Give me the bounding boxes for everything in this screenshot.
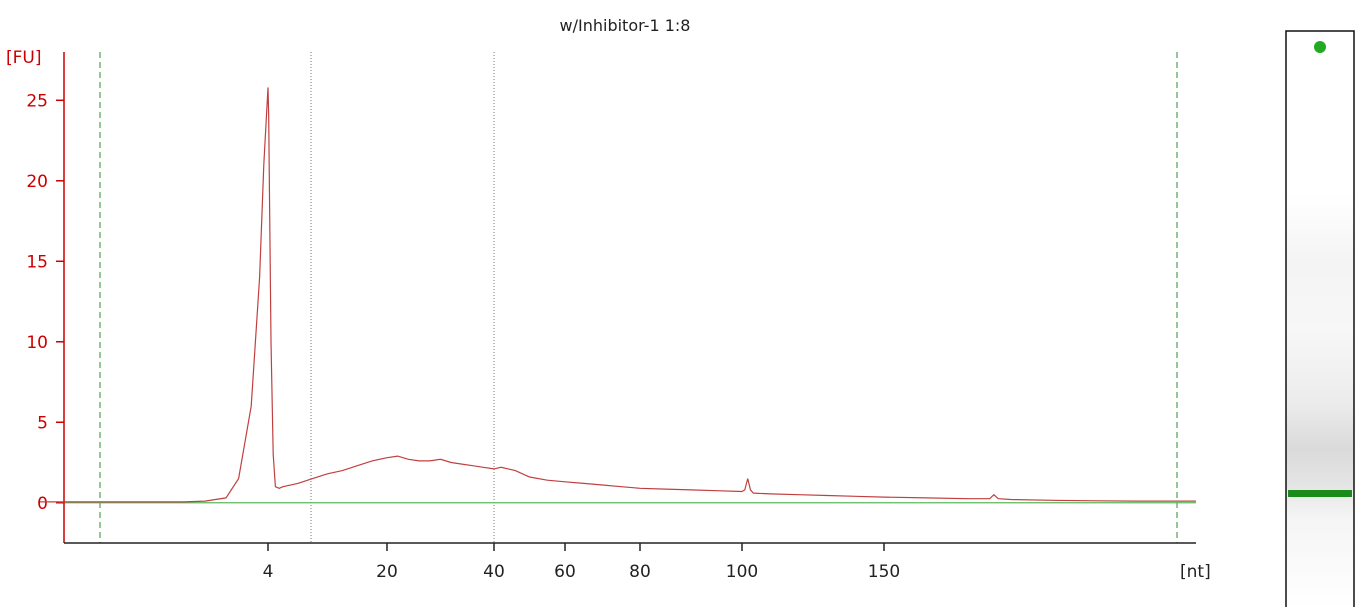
y-tick-label: 5 bbox=[37, 413, 48, 433]
x-tick-label: 80 bbox=[629, 562, 651, 582]
gel-top-marker bbox=[1314, 41, 1326, 53]
x-tick-label: 20 bbox=[376, 562, 398, 582]
gel-lane bbox=[1285, 30, 1355, 607]
x-tick-label: 100 bbox=[726, 562, 758, 582]
gel-marker-band bbox=[1288, 490, 1352, 497]
y-axis-label: [FU] bbox=[6, 48, 42, 68]
x-ticks: 4 20 40 60 80 100 150 bbox=[263, 543, 900, 582]
x-axis-label: [nt] bbox=[1180, 562, 1211, 582]
x-tick-label: 150 bbox=[868, 562, 900, 582]
series-trace bbox=[40, 87, 1196, 503]
y-tick-label: 25 bbox=[26, 91, 48, 111]
gel-lane-frame bbox=[1285, 30, 1355, 607]
y-tick-label: 10 bbox=[26, 333, 48, 353]
x-tick-label: 40 bbox=[483, 562, 505, 582]
x-tick-label: 4 bbox=[263, 562, 274, 582]
y-tick-label: 20 bbox=[26, 172, 48, 192]
y-ticks: 0 5 10 15 20 25 bbox=[26, 91, 64, 514]
y-tick-label: 0 bbox=[37, 494, 48, 514]
y-tick-label: 15 bbox=[26, 252, 48, 272]
x-tick-label: 60 bbox=[554, 562, 576, 582]
chart-title: w/Inhibitor-1 1:8 bbox=[560, 16, 691, 35]
